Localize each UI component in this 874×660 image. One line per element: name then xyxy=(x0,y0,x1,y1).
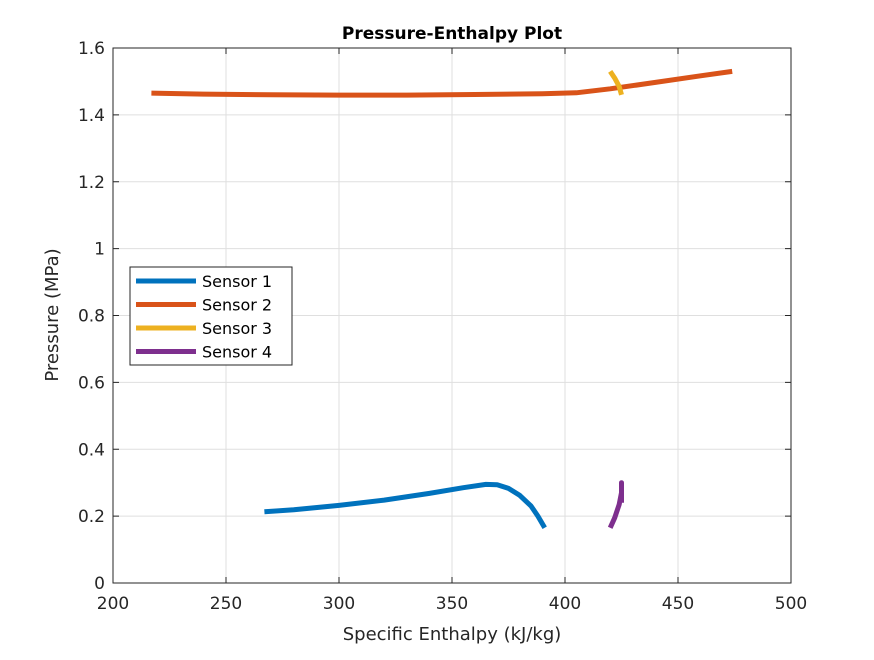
y-tick-label: 1.2 xyxy=(78,173,105,193)
x-tick-label: 350 xyxy=(436,594,468,614)
x-tick-label: 450 xyxy=(662,594,694,614)
ticks xyxy=(112,47,792,584)
x-tick-label: 300 xyxy=(323,594,355,614)
chart-title: Pressure-Enthalpy Plot xyxy=(342,24,562,44)
x-tick-label: 400 xyxy=(549,594,581,614)
y-tick-labels: 0 0.2 0.4 0.6 0.8 1 1.2 1.4 1.6 xyxy=(78,39,105,594)
y-tick-label: 0.4 xyxy=(78,440,105,460)
series-layer xyxy=(151,68,733,530)
x-tick-label: 200 xyxy=(97,594,129,614)
legend-label-sensor-1: Sensor 1 xyxy=(202,272,272,291)
series-line-sensor-1 xyxy=(264,481,547,530)
series-line-sensor-3 xyxy=(608,70,624,96)
y-tick-label: 0.8 xyxy=(78,307,105,327)
x-tick-label: 500 xyxy=(775,594,807,614)
y-axis-label: Pressure (MPa) xyxy=(42,248,63,381)
y-tick-label: 1 xyxy=(94,240,105,260)
legend-label-sensor-3: Sensor 3 xyxy=(202,319,272,338)
y-tick-label: 1.4 xyxy=(78,106,105,126)
x-axis-label: Specific Enthalpy (kJ/kg) xyxy=(343,624,562,645)
y-tick-label: 0 xyxy=(94,574,105,594)
y-tick-label: 0.2 xyxy=(78,507,105,527)
x-tick-labels: 200 250 300 350 400 450 500 xyxy=(97,594,807,614)
series-line-sensor-4 xyxy=(607,480,624,529)
y-tick-label: 1.6 xyxy=(78,39,105,59)
legend-label-sensor-4: Sensor 4 xyxy=(202,343,272,362)
y-tick-label: 0.6 xyxy=(78,373,105,393)
grid xyxy=(113,48,791,583)
legend-label-sensor-2: Sensor 2 xyxy=(202,296,272,315)
series-line-sensor-2 xyxy=(151,68,733,98)
x-tick-label: 250 xyxy=(210,594,242,614)
legend: Sensor 1 Sensor 2 Sensor 3 Sensor 4 xyxy=(129,266,293,366)
